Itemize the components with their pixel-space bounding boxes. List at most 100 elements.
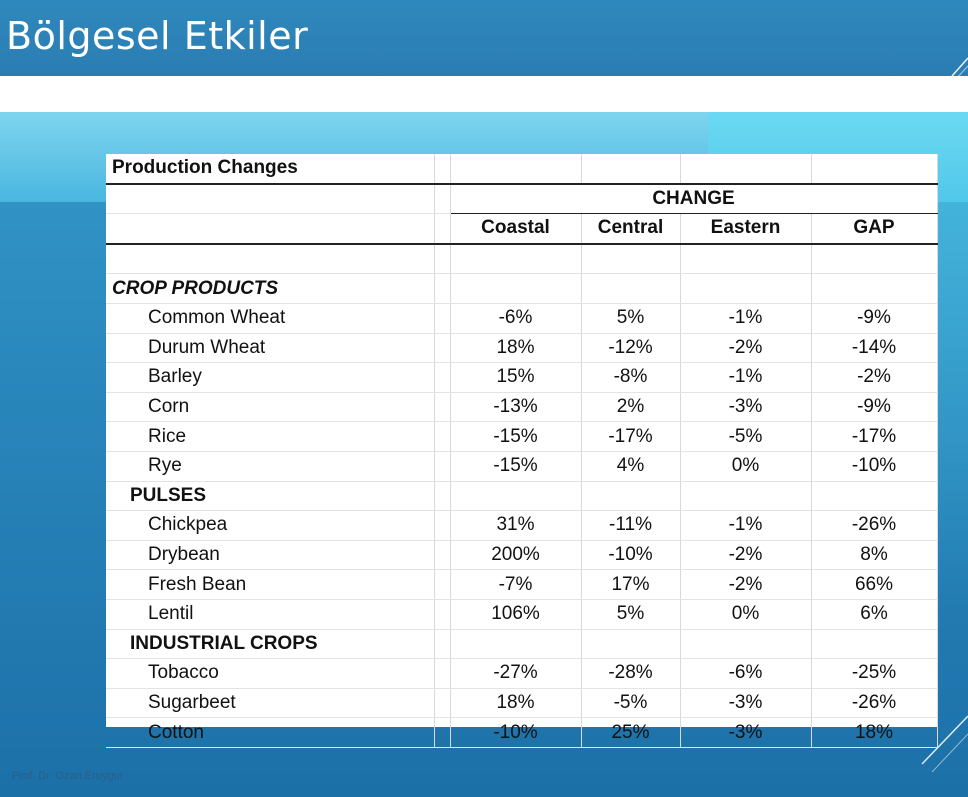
- cell-eastern: -1%: [680, 362, 812, 393]
- cell-eastern: 0%: [680, 451, 812, 482]
- row-label: Corn: [106, 392, 435, 423]
- change-header: CHANGE: [450, 183, 938, 215]
- cell-eastern: -3%: [680, 688, 812, 719]
- cell-eastern: -5%: [680, 421, 812, 452]
- cell-coastal: 18%: [450, 688, 582, 719]
- table-title-row: Production Changes: [106, 154, 938, 185]
- row-label: Fresh Bean: [106, 569, 435, 600]
- cell-eastern: 0%: [680, 599, 812, 630]
- table-row: Barley 15% -8% -1% -2%: [106, 362, 938, 393]
- cell-central: -28%: [581, 658, 681, 689]
- cell-gap: -9%: [811, 392, 938, 423]
- cell-eastern: -2%: [680, 569, 812, 600]
- cell-eastern: -6%: [680, 658, 812, 689]
- row-label: Chickpea: [106, 510, 435, 541]
- table-row: Sugarbeet 18% -5% -3% -26%: [106, 688, 938, 719]
- cell-gap: 18%: [811, 717, 938, 748]
- group-header-row: CHANGE: [106, 183, 938, 215]
- table-row: Rye -15% 4% 0% -10%: [106, 451, 938, 482]
- section-row-crop-products: CROP PRODUCTS: [106, 273, 938, 304]
- production-changes-table: Production Changes CHANGE Coastal Centra…: [106, 154, 938, 748]
- cell-central: -10%: [581, 540, 681, 571]
- spacer-row: [106, 243, 938, 275]
- cell-coastal: 15%: [450, 362, 582, 393]
- cell-gap: -2%: [811, 362, 938, 393]
- section-row-industrial-crops: INDUSTRIAL CROPS: [106, 629, 938, 660]
- column-header-row: Coastal Central Eastern GAP: [106, 213, 938, 245]
- section-label: PULSES: [106, 481, 435, 512]
- table-row: Corn -13% 2% -3% -9%: [106, 392, 938, 423]
- cell-eastern: -3%: [680, 717, 812, 748]
- cell-coastal: 200%: [450, 540, 582, 571]
- cell-eastern: -2%: [680, 540, 812, 571]
- cell-coastal: -15%: [450, 451, 582, 482]
- table-row: Cotton -10% 25% -3% 18%: [106, 717, 938, 748]
- cell-central: 5%: [581, 599, 681, 630]
- cell-eastern: -1%: [680, 303, 812, 334]
- cell-central: 4%: [581, 451, 681, 482]
- cell-central: -11%: [581, 510, 681, 541]
- column-header-eastern: Eastern: [680, 213, 812, 245]
- row-label: Cotton: [106, 717, 435, 748]
- table-row: Chickpea 31% -11% -1% -26%: [106, 510, 938, 541]
- cell-gap: -9%: [811, 303, 938, 334]
- cell-gap: -14%: [811, 333, 938, 364]
- cell-gap: 6%: [811, 599, 938, 630]
- cell-coastal: -13%: [450, 392, 582, 423]
- title-band: Bölgesel Etkiler: [0, 0, 968, 76]
- row-label: Barley: [106, 362, 435, 393]
- cell-coastal: 18%: [450, 333, 582, 364]
- cell-central: -8%: [581, 362, 681, 393]
- cell-gap: 66%: [811, 569, 938, 600]
- cell-coastal: -27%: [450, 658, 582, 689]
- row-label: Lentil: [106, 599, 435, 630]
- cell-gap: -10%: [811, 451, 938, 482]
- cell-coastal: -10%: [450, 717, 582, 748]
- section-label: CROP PRODUCTS: [106, 273, 435, 304]
- cell-gap: 8%: [811, 540, 938, 571]
- cell-coastal: -15%: [450, 421, 582, 452]
- cell-central: -12%: [581, 333, 681, 364]
- cell-coastal: 31%: [450, 510, 582, 541]
- table-title: Production Changes: [106, 154, 435, 185]
- cell-central: 25%: [581, 717, 681, 748]
- column-header-central: Central: [581, 213, 681, 245]
- table-row: Tobacco -27% -28% -6% -25%: [106, 658, 938, 689]
- footer-author: Prof. Dr. Ozan Eruygur: [12, 770, 124, 782]
- cell-gap: -17%: [811, 421, 938, 452]
- table-row: Durum Wheat 18% -12% -2% -14%: [106, 333, 938, 364]
- cell-eastern: -2%: [680, 333, 812, 364]
- cell-coastal: -6%: [450, 303, 582, 334]
- table-row: Rice -15% -17% -5% -17%: [106, 421, 938, 452]
- table-row: Drybean 200% -10% -2% 8%: [106, 540, 938, 571]
- slide-title: Bölgesel Etkiler: [6, 14, 309, 58]
- header-white-band: [0, 76, 968, 112]
- row-label: Rye: [106, 451, 435, 482]
- cell-central: 17%: [581, 569, 681, 600]
- cell-gap: -26%: [811, 688, 938, 719]
- cell-coastal: -7%: [450, 569, 582, 600]
- cell-coastal: 106%: [450, 599, 582, 630]
- table-row: Common Wheat -6% 5% -1% -9%: [106, 303, 938, 334]
- cell-gap: -25%: [811, 658, 938, 689]
- cell-gap: -26%: [811, 510, 938, 541]
- row-label: Rice: [106, 421, 435, 452]
- cell-central: -5%: [581, 688, 681, 719]
- cell-eastern: -3%: [680, 392, 812, 423]
- row-label: Drybean: [106, 540, 435, 571]
- row-label: Tobacco: [106, 658, 435, 689]
- cell-central: 2%: [581, 392, 681, 423]
- cell-central: -17%: [581, 421, 681, 452]
- data-table: Production Changes CHANGE Coastal Centra…: [106, 154, 938, 748]
- row-label: Sugarbeet: [106, 688, 435, 719]
- table-row: Lentil 106% 5% 0% 6%: [106, 599, 938, 630]
- section-row-pulses: PULSES: [106, 481, 938, 512]
- row-label: Common Wheat: [106, 303, 435, 334]
- section-label: INDUSTRIAL CROPS: [106, 629, 435, 660]
- table-row: Fresh Bean -7% 17% -2% 66%: [106, 569, 938, 600]
- column-header-gap: GAP: [811, 213, 938, 245]
- cell-central: 5%: [581, 303, 681, 334]
- row-label: Durum Wheat: [106, 333, 435, 364]
- cell-eastern: -1%: [680, 510, 812, 541]
- column-header-coastal: Coastal: [450, 213, 582, 245]
